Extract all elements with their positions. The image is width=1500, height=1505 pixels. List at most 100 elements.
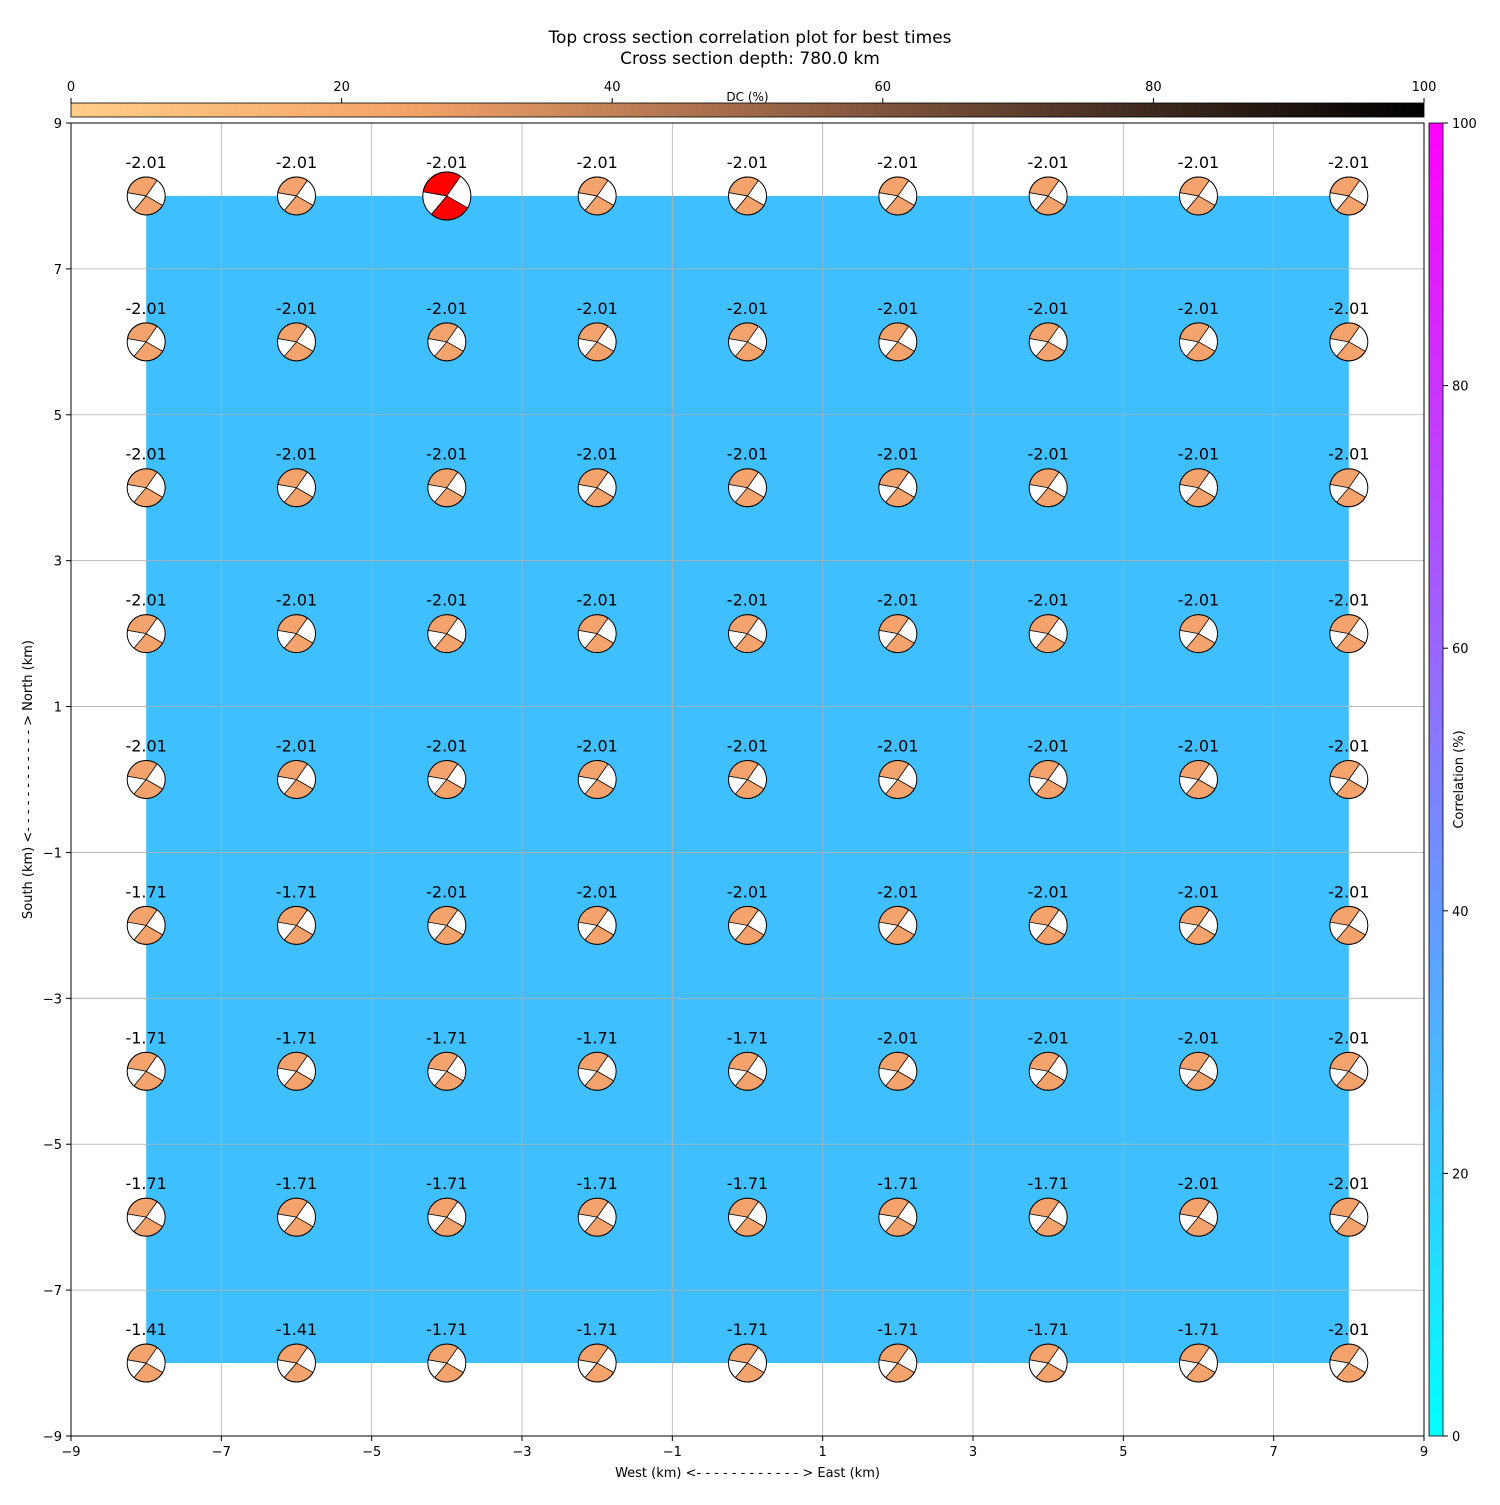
beachball-outline bbox=[1329, 1051, 1369, 1091]
beachball-outline bbox=[1179, 905, 1218, 945]
y-tick-label: 9 bbox=[54, 117, 62, 132]
beachball bbox=[1028, 614, 1068, 654]
beachball-outline bbox=[1329, 905, 1369, 945]
x-tick-label: 7 bbox=[1270, 1445, 1278, 1460]
beachball-label: -1.71 bbox=[276, 1028, 317, 1047]
beachball bbox=[126, 1051, 166, 1091]
correlation-colorbar-tick-label: 60 bbox=[1452, 642, 1469, 657]
beachball bbox=[277, 760, 316, 799]
beachball-outline bbox=[427, 614, 467, 654]
beachball bbox=[1329, 1197, 1369, 1237]
beachball-label: -1.71 bbox=[576, 1320, 617, 1339]
beachball-outline bbox=[1329, 760, 1369, 799]
beachball-label: -2.01 bbox=[727, 737, 768, 756]
beachball-outline bbox=[277, 905, 316, 945]
x-tick-label: −7 bbox=[212, 1445, 231, 1460]
beachball-label: -2.01 bbox=[576, 153, 617, 172]
beachball-label: -2.01 bbox=[877, 591, 918, 610]
beachball-label: -2.01 bbox=[1328, 1174, 1369, 1193]
dc-colorbar-tick-label: 80 bbox=[1145, 80, 1162, 95]
beachball-label: -2.01 bbox=[125, 591, 166, 610]
chart-subtitle: Cross section depth: 780.0 km bbox=[620, 49, 880, 69]
beachball bbox=[1329, 322, 1369, 362]
beachball-label: -1.71 bbox=[877, 1174, 918, 1193]
beachball-outline bbox=[277, 614, 316, 654]
beachball-label: -2.01 bbox=[576, 737, 617, 756]
beachball-label: -2.01 bbox=[727, 299, 768, 318]
y-tick-label: 7 bbox=[54, 263, 62, 278]
beachball-outline bbox=[878, 1051, 918, 1091]
x-tick-label: 5 bbox=[1119, 1445, 1127, 1460]
beachball bbox=[878, 322, 918, 362]
beachball-label: -1.71 bbox=[125, 1028, 166, 1047]
beachball-label: -1.71 bbox=[125, 882, 166, 901]
beachball bbox=[1329, 1051, 1369, 1091]
beachball-label: -2.01 bbox=[877, 882, 918, 901]
beachball bbox=[878, 1343, 918, 1383]
y-tick-label: 1 bbox=[54, 701, 62, 716]
beachball-outline bbox=[1179, 1343, 1218, 1383]
beachball-label: -2.01 bbox=[125, 445, 166, 464]
beachball-outline bbox=[728, 1051, 767, 1091]
beachball-label: -2.01 bbox=[1328, 1320, 1369, 1339]
beachball bbox=[126, 1343, 166, 1383]
beachball-outline bbox=[1028, 614, 1068, 654]
beachball-label: -1.71 bbox=[426, 1320, 467, 1339]
beachball bbox=[1329, 760, 1369, 799]
beachball-label: -2.01 bbox=[1178, 1028, 1219, 1047]
beachball bbox=[1179, 1051, 1218, 1091]
beachball bbox=[728, 1197, 767, 1237]
beachball-outline bbox=[427, 1051, 467, 1091]
beachball-outline bbox=[577, 1197, 617, 1237]
beachball-label: -2.01 bbox=[276, 153, 317, 172]
beachball bbox=[1028, 322, 1068, 362]
beachball bbox=[728, 322, 767, 362]
beachball-label: -2.01 bbox=[426, 882, 467, 901]
beachball bbox=[277, 614, 316, 654]
beachball-outline bbox=[577, 322, 617, 362]
beachball bbox=[427, 760, 467, 799]
x-tick-label: −1 bbox=[663, 1445, 682, 1460]
beachball-outline bbox=[1028, 1051, 1068, 1091]
beachball-outline bbox=[1329, 322, 1369, 362]
beachball-label: -1.71 bbox=[727, 1028, 768, 1047]
beachball bbox=[277, 176, 316, 216]
beachball-outline bbox=[277, 760, 316, 799]
beachball bbox=[577, 1051, 617, 1091]
beachball-label: -2.01 bbox=[1027, 153, 1068, 172]
beachball bbox=[1028, 905, 1068, 945]
beachball-label: -2.01 bbox=[276, 737, 317, 756]
beachball-label: -1.71 bbox=[727, 1320, 768, 1339]
beachball-outline bbox=[427, 1197, 467, 1237]
beachball bbox=[1179, 176, 1218, 216]
beachball bbox=[277, 1051, 316, 1091]
beachball-outline bbox=[878, 1343, 918, 1383]
beachball bbox=[1329, 1343, 1369, 1383]
beachball-outline bbox=[878, 468, 918, 508]
beachball bbox=[728, 176, 767, 216]
beachball-outline bbox=[126, 176, 166, 216]
beachball-outline bbox=[427, 322, 467, 362]
beachball bbox=[1329, 614, 1369, 654]
beachball-label: -2.01 bbox=[1178, 153, 1219, 172]
y-tick-label: −9 bbox=[43, 1430, 62, 1445]
beachball-outline bbox=[1179, 1197, 1218, 1237]
beachball-outline bbox=[577, 176, 617, 216]
beachball-outline bbox=[126, 614, 166, 654]
beachball bbox=[427, 1197, 467, 1237]
beachball bbox=[1179, 614, 1218, 654]
beachball-label: -2.01 bbox=[1027, 1028, 1068, 1047]
beachball bbox=[1329, 176, 1369, 216]
beachball bbox=[126, 176, 166, 216]
chart-title: Top cross section correlation plot for b… bbox=[548, 28, 952, 48]
beachball-outline bbox=[277, 1051, 316, 1091]
beachball-outline bbox=[126, 905, 166, 945]
beachball-label: -1.41 bbox=[125, 1320, 166, 1339]
beachball-outline bbox=[427, 905, 467, 945]
best-beachball bbox=[422, 171, 472, 221]
beachball-outline bbox=[878, 614, 918, 654]
beachball-outline bbox=[878, 1197, 918, 1237]
beachball-outline bbox=[427, 468, 467, 508]
beachball-label: -2.01 bbox=[877, 1028, 918, 1047]
